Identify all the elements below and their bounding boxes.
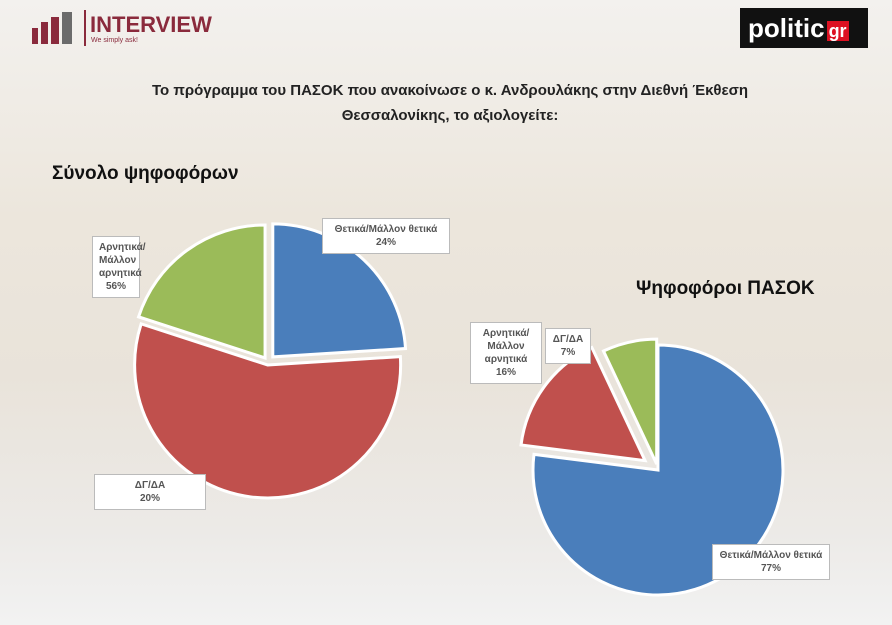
logo-text: politic bbox=[748, 13, 825, 43]
category: Αρνητικά/Μάλλον αρνητικά bbox=[482, 328, 530, 365]
chart-title: Σύνολο ψηφοφόρων bbox=[52, 163, 239, 184]
data-label: Θετικά/Μάλλον θετικά 77% bbox=[712, 544, 830, 580]
value-label: 7% bbox=[560, 347, 576, 358]
category: ΔΓ/ΔΑ bbox=[134, 480, 166, 491]
pie-slice bbox=[133, 321, 403, 500]
category: ΔΓ/ΔΑ bbox=[552, 334, 584, 345]
pie-slice bbox=[271, 222, 408, 359]
brand: INTERVIEW bbox=[90, 12, 212, 37]
title: Το πρόγραμμα του ΠΑΣΟΚ που ανακοίνωσε ο … bbox=[152, 82, 748, 124]
data-label: Αρνητικά/Μάλλον αρνητικά 56% bbox=[92, 236, 146, 298]
chart-title: Ψηφοφόροι ΠΑΣΟΚ bbox=[636, 278, 815, 299]
data-label: ΔΓ/ΔΑ 20% bbox=[94, 474, 206, 510]
category: Θετικά/Μάλλον θετικά bbox=[334, 224, 438, 235]
logo-suffix: gr bbox=[826, 21, 849, 41]
value-label: 77% bbox=[760, 563, 781, 574]
tagline: We simply ask! bbox=[91, 37, 138, 44]
pie-slice bbox=[136, 223, 267, 361]
brand-icon bbox=[32, 12, 72, 44]
category: Αρνητικά/Μάλλον αρνητικά bbox=[99, 242, 146, 279]
value-label: 16% bbox=[495, 367, 516, 378]
logo: politic gr bbox=[740, 8, 868, 48]
data-label: Αρνητικά/Μάλλον αρνητικά 16% bbox=[470, 322, 542, 384]
data-label: Θετικά/Μάλλον θετικά 24% bbox=[322, 218, 450, 254]
value-label: 24% bbox=[375, 237, 396, 248]
value-label: 20% bbox=[139, 493, 160, 504]
pie-slice bbox=[601, 337, 659, 465]
data-label: ΔΓ/ΔΑ 7% bbox=[545, 328, 591, 364]
brand-divider bbox=[84, 10, 86, 46]
category: Θετικά/Μάλλον θετικά bbox=[719, 550, 823, 561]
value-label: 56% bbox=[105, 281, 126, 292]
